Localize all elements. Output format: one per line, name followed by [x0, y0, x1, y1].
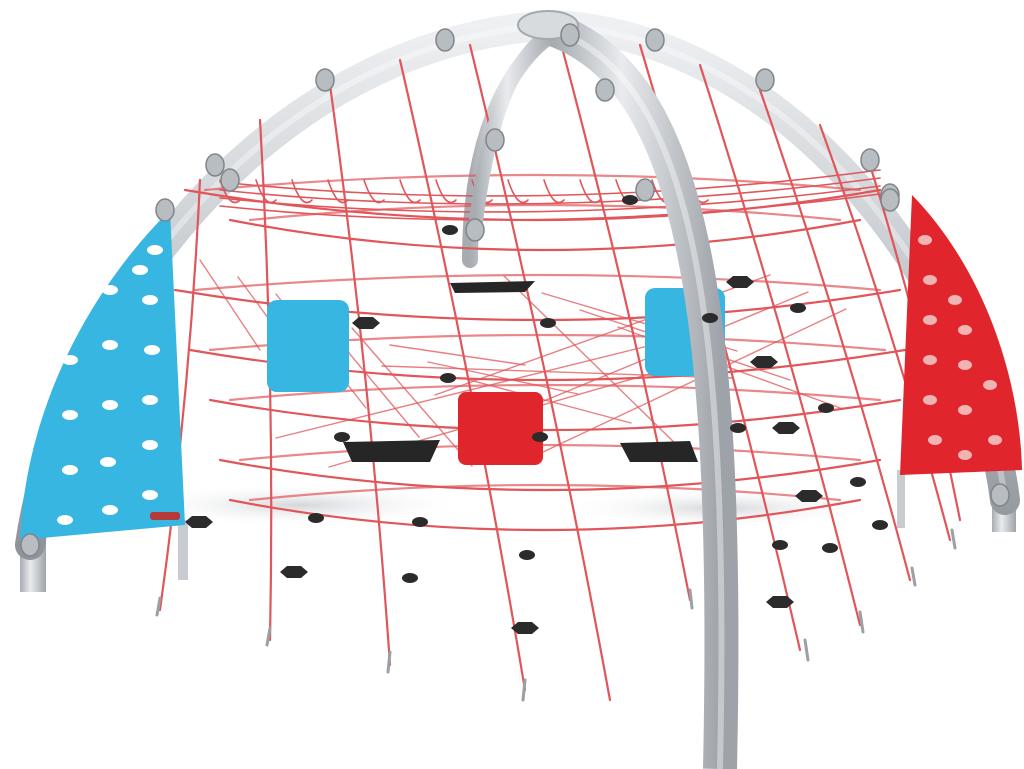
black-mesh-mats	[343, 281, 698, 462]
red-climbing-panel	[900, 195, 1022, 475]
footholds	[185, 195, 888, 634]
blue-climbing-panel	[20, 210, 185, 540]
anchor-spikes	[155, 528, 957, 702]
frame-clamps	[20, 23, 1010, 557]
center-arch-pole	[548, 14, 739, 769]
red-square-pad	[458, 392, 543, 465]
